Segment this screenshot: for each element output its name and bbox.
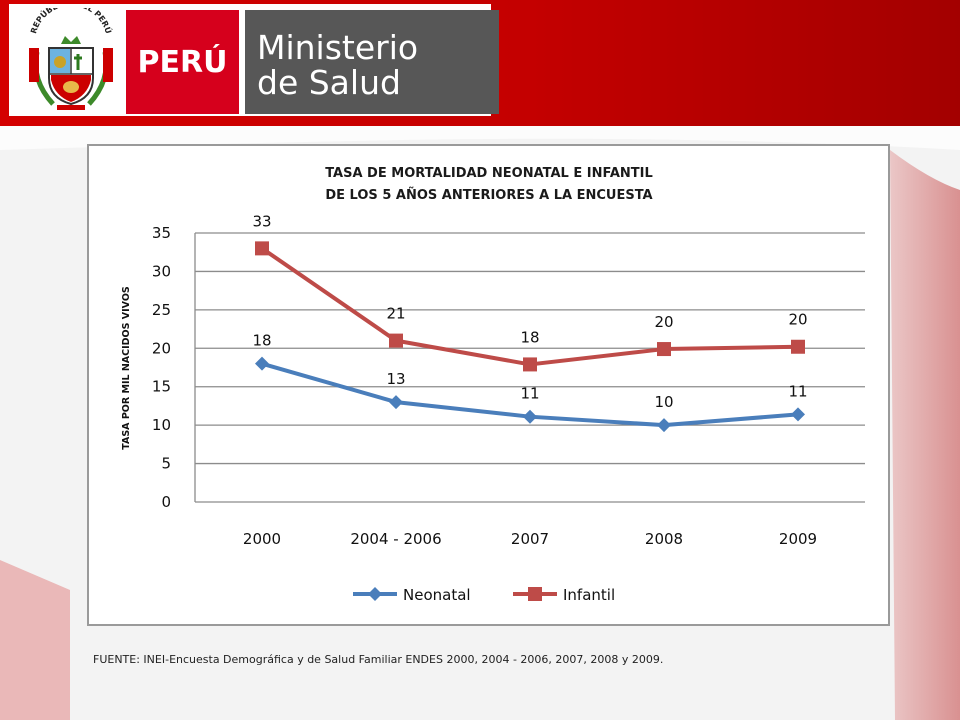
y-tick-label: 30 <box>152 262 171 280</box>
svg-text:REPÚBLICA DEL PERÚ: REPÚBLICA DEL PERÚ <box>29 8 115 35</box>
x-category-label: 2008 <box>645 530 683 548</box>
data-label-infantil: 21 <box>386 305 405 323</box>
chart-title-line1: TASA DE MORTALIDAD NEONATAL E INFANTIL <box>325 166 653 181</box>
legend-label-neonatal: Neonatal <box>403 586 471 604</box>
chart-panel: TASA DE MORTALIDAD NEONATAL E INFANTIL D… <box>87 144 890 626</box>
data-point-neonatal <box>389 395 403 410</box>
data-label-infantil: 20 <box>788 311 807 329</box>
x-category-label: 2007 <box>511 530 549 548</box>
legend-marker-neonatal <box>368 587 382 601</box>
y-tick-label: 15 <box>152 378 171 396</box>
x-category-label: 2000 <box>243 530 281 548</box>
series-line-infantil <box>260 246 800 367</box>
y-axis-label: TASA POR MIL NACIDOS VIVOS <box>121 286 132 450</box>
data-label-infantil: 18 <box>520 328 539 346</box>
data-label-neonatal: 18 <box>252 332 271 350</box>
data-point-neonatal <box>523 409 537 424</box>
country-name: PERÚ <box>137 44 228 80</box>
y-tick-label: 35 <box>152 224 171 242</box>
line-chart: TASA DE MORTALIDAD NEONATAL E INFANTIL D… <box>121 166 865 604</box>
data-point-neonatal <box>255 356 269 371</box>
y-tick-label: 25 <box>152 301 171 319</box>
data-label-neonatal: 10 <box>654 393 673 411</box>
x-category-label: 2004 - 2006 <box>350 530 441 548</box>
header-bar: REPÚBLICA DEL PERÚ PERÚ Ministerio <box>0 0 960 126</box>
data-point-infantil <box>791 339 805 354</box>
legend-marker-infantil <box>528 587 542 601</box>
data-label-infantil: 33 <box>252 212 271 230</box>
x-category-label: 2009 <box>779 530 817 548</box>
y-tick-label: 20 <box>152 339 171 357</box>
ministry-logo: REPÚBLICA DEL PERÚ PERÚ Ministerio <box>9 4 499 116</box>
data-point-infantil <box>389 333 403 348</box>
y-tick-label: 0 <box>161 493 171 511</box>
data-label-infantil: 20 <box>654 313 673 331</box>
data-point-neonatal <box>657 418 671 433</box>
chart-title-line2: DE LOS 5 AÑOS ANTERIORES A LA ENCUESTA <box>325 187 652 203</box>
ministry-name-line1: Ministerio <box>257 28 419 67</box>
data-point-infantil <box>657 342 671 357</box>
ministry-name-box: Ministerio de Salud <box>245 10 499 114</box>
data-label-neonatal: 11 <box>520 385 539 403</box>
data-point-neonatal <box>791 407 805 422</box>
data-label-neonatal: 13 <box>386 370 405 388</box>
data-point-infantil <box>523 357 537 372</box>
ministry-name-line2: de Salud <box>257 63 401 102</box>
y-tick-label: 10 <box>152 416 171 434</box>
y-tick-label: 5 <box>161 455 171 473</box>
source-note: FUENTE: INEI-Encuesta Demográfica y de S… <box>93 653 664 666</box>
coat-of-arms-icon: REPÚBLICA DEL PERÚ <box>29 8 115 110</box>
country-badge: PERÚ <box>126 10 239 114</box>
legend-label-infantil: Infantil <box>563 586 615 604</box>
data-label-neonatal: 11 <box>788 382 807 400</box>
data-point-infantil <box>255 241 269 256</box>
